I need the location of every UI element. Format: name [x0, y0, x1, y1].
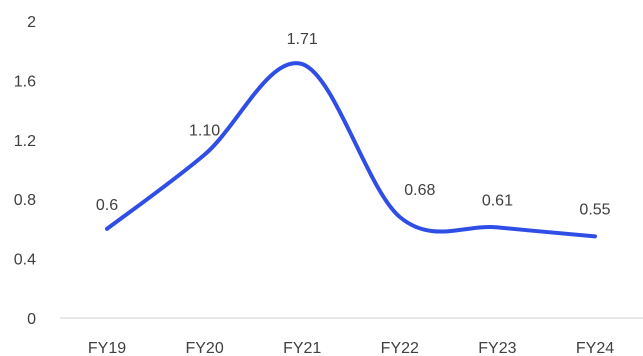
- x-tick-label: FY23: [478, 340, 516, 356]
- series-line: [105, 61, 597, 239]
- y-tick-label: 2: [27, 14, 36, 31]
- x-axis-ticks: FY19 FY20 FY21 FY22 FY23 FY24: [88, 340, 614, 356]
- data-label: 0.68: [404, 182, 435, 199]
- data-label: 0.55: [579, 201, 610, 218]
- y-tick-label: 0.4: [14, 252, 36, 269]
- y-tick-label: 0: [27, 311, 36, 328]
- x-tick-label: FY20: [185, 340, 223, 356]
- data-label: 1.10: [189, 123, 220, 140]
- data-label: 0.61: [482, 192, 513, 209]
- x-tick-label: FY22: [381, 340, 419, 356]
- y-axis-ticks: 0 0.4 0.8 1.2 1.6 2: [14, 14, 36, 328]
- y-tick-label: 1.6: [14, 73, 36, 90]
- x-tick-label: FY24: [576, 340, 614, 356]
- data-label: 1.71: [287, 31, 318, 48]
- y-tick-label: 0.8: [14, 192, 36, 209]
- data-label: 0.6: [96, 197, 118, 214]
- x-tick-label: FY21: [283, 340, 321, 356]
- y-tick-label: 1.2: [14, 133, 36, 150]
- data-labels: 0.6 1.10 1.71 0.68 0.61 0.55: [96, 31, 611, 218]
- x-tick-label: FY19: [88, 340, 126, 356]
